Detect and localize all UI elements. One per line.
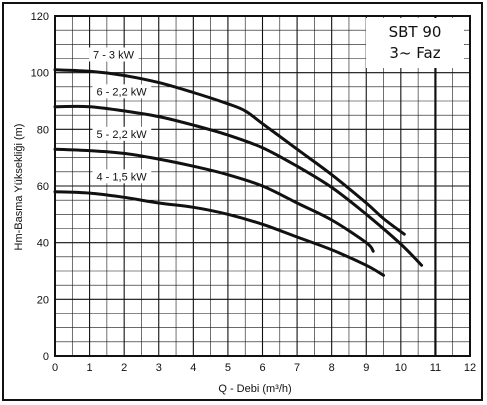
series-label-bg: [92, 84, 152, 99]
title-box: [366, 18, 464, 68]
series-label-1: 7 - 3 kW: [93, 50, 135, 62]
series-label-bg: [92, 169, 152, 184]
y-axis-label: Hm-Basma Yüksekliği (m): [13, 124, 25, 251]
x-tick-label: 2: [121, 362, 127, 374]
x-tick-label: 3: [156, 362, 162, 374]
series-label-3: 5 - 2,2 kW: [97, 129, 148, 141]
y-tick-label: 40: [37, 238, 49, 250]
x-tick-label: 12: [464, 362, 476, 374]
x-tick-label: 9: [363, 362, 369, 374]
series-lines: [53, 68, 424, 277]
x-axis-label: Q - Debi (m³/h): [218, 383, 291, 395]
series-label-bg: [92, 126, 152, 141]
x-tick-label: 7: [294, 362, 300, 374]
x-tick-label: 11: [430, 362, 441, 374]
y-tick-label: 20: [37, 294, 49, 306]
y-tick-label: 120: [31, 11, 49, 23]
y-tick-label: 100: [31, 68, 49, 80]
chart-title-line-1: SBT 90: [389, 23, 442, 41]
x-tick-label: 5: [225, 362, 231, 374]
x-tick-label: 0: [52, 362, 58, 374]
series-line-2: [53, 104, 424, 267]
series-label-bg: [89, 47, 139, 62]
y-tick-label: 0: [43, 351, 49, 363]
x-tick-label: 1: [87, 362, 93, 374]
chart-title-line-2: 3~ Faz: [389, 44, 440, 62]
series-label-4: 4 - 1,5 kW: [97, 171, 148, 183]
series-line-1: [53, 68, 406, 236]
y-tick-label: 80: [37, 124, 49, 136]
x-tick-label: 4: [190, 362, 196, 374]
x-tick-label: 6: [259, 362, 265, 374]
series-labels: 7 - 3 kW 6 - 2,2 kW 5 - 2,2 kW 4 - 1,5 kW: [89, 47, 152, 184]
x-tick-label: 10: [395, 362, 407, 374]
x-tick-label: 8: [329, 362, 335, 374]
y-tick-label: 60: [37, 181, 49, 193]
series-label-2: 6 - 2,2 kW: [97, 86, 148, 98]
series-line-4: [53, 190, 385, 277]
series-line-3: [53, 147, 375, 253]
chart-frame: [2, 2, 483, 401]
